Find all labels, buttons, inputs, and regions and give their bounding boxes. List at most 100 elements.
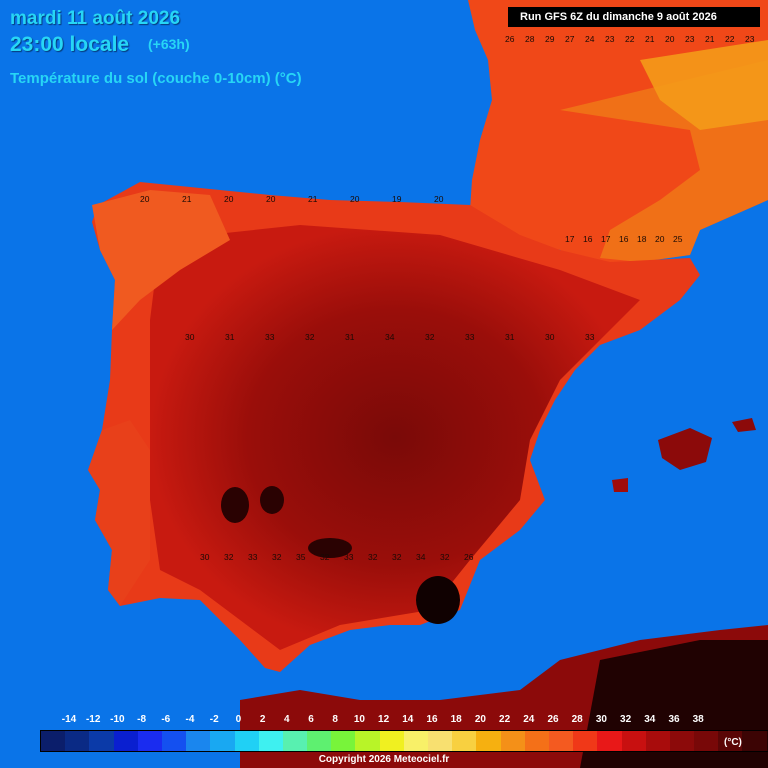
legend-tick-label: 0: [235, 714, 242, 725]
legend-tick-label: 20: [474, 714, 486, 725]
legend-swatch: [403, 731, 428, 751]
portugal-coast: [88, 420, 150, 606]
legend-swatch: [669, 731, 695, 751]
legend-swatch: [65, 731, 90, 751]
legend-swatch: [186, 731, 211, 751]
legend-swatch: [500, 731, 525, 751]
legend-tick-label: 28: [571, 714, 583, 725]
legend-tick-label: 18: [450, 714, 462, 725]
grid-value: 16: [619, 234, 629, 244]
grid-value: 16: [583, 234, 593, 244]
grid-value: 34: [385, 332, 395, 342]
forecast-offset: (+63h): [148, 36, 190, 52]
grid-value: 34: [416, 552, 426, 562]
grid-value: 18: [637, 234, 647, 244]
grid-value: 20: [140, 194, 150, 204]
grid-value: 23: [605, 34, 615, 44]
run-info: Run GFS 6Z du dimanche 9 août 2026: [508, 7, 760, 27]
legend-swatch: [597, 731, 622, 751]
legend-swatch: [379, 731, 404, 751]
menorca: [732, 418, 756, 432]
legend-tick-label: -10: [110, 714, 125, 725]
grid-value: 24: [585, 34, 595, 44]
ibiza: [612, 478, 628, 492]
legend-tick-label: -2: [209, 714, 219, 725]
legend-swatch: [573, 731, 598, 751]
grid-value: 26: [505, 34, 515, 44]
legend-tick-label: 16: [426, 714, 438, 725]
legend-tick-label: -12: [85, 714, 101, 725]
grid-value: 32: [224, 552, 234, 562]
legend-swatch: [234, 731, 259, 751]
legend-tick-label: 2: [259, 714, 266, 725]
hot-spot: [260, 486, 284, 514]
legend-swatch: [476, 731, 501, 751]
copyright: Copyright 2026 Meteociel.fr: [318, 754, 450, 765]
grid-value: 22: [725, 34, 735, 44]
grid-value: 31: [345, 332, 355, 342]
legend-swatch: [355, 731, 380, 751]
legend-swatch: [428, 731, 453, 751]
grid-value: 22: [625, 34, 635, 44]
legend-swatch: [621, 731, 646, 751]
france-orange-zone: [640, 40, 768, 130]
legend-tick-label: 22: [499, 714, 511, 725]
legend-swatch: [137, 731, 162, 751]
legend-swatch: [41, 731, 66, 751]
grid-value: 32: [320, 552, 330, 562]
legend-swatch: [210, 731, 235, 751]
legend-swatch: [548, 731, 574, 751]
hot-spot: [416, 576, 460, 624]
grid-value: 30: [545, 332, 555, 342]
legend-swatch: [258, 731, 283, 751]
grid-value: 21: [308, 194, 318, 204]
hot-spot: [308, 538, 352, 558]
grid-value: 32: [305, 332, 315, 342]
grid-value: 28: [525, 34, 535, 44]
grid-value: 33: [265, 332, 275, 342]
legend-tick-label: 32: [620, 714, 632, 725]
grid-value: 21: [705, 34, 715, 44]
grid-value: 20: [350, 194, 360, 204]
legend-tick-label: 30: [595, 714, 607, 725]
legend-swatch: [331, 731, 356, 751]
grid-value: 26: [464, 552, 474, 562]
grid-value: 33: [465, 332, 475, 342]
legend-tick-label: 26: [547, 714, 559, 725]
legend-tick-label: 6: [308, 714, 314, 725]
legend-swatch: [161, 731, 187, 751]
legend-swatch: [89, 731, 114, 751]
grid-value: 33: [585, 332, 595, 342]
legend-tick-label: 38: [692, 714, 704, 725]
grid-value: 20: [655, 234, 665, 244]
grid-value: 32: [368, 552, 378, 562]
grid-value: 32: [425, 332, 435, 342]
legend-swatch: [113, 731, 138, 751]
grid-value: 20: [224, 194, 234, 204]
legend-swatch: [645, 731, 670, 751]
grid-value: 31: [505, 332, 515, 342]
grid-value: 32: [272, 552, 282, 562]
grid-value: 23: [685, 34, 695, 44]
grid-value: 35: [296, 552, 306, 562]
grid-value: 23: [745, 34, 755, 44]
grid-value: 19: [392, 194, 402, 204]
legend-tick-label: -14: [61, 714, 77, 725]
grid-value: 31: [225, 332, 235, 342]
grid-value: 32: [392, 552, 402, 562]
grid-value: 29: [545, 34, 555, 44]
legend-swatch: [307, 731, 332, 751]
grid-value: 20: [434, 194, 444, 204]
legend-tick-label: -6: [161, 714, 171, 725]
legend-swatch: [742, 731, 767, 751]
grid-value: 17: [565, 234, 575, 244]
grid-value: 30: [185, 332, 195, 342]
grid-value: 21: [182, 194, 192, 204]
legend-swatch: [718, 731, 743, 751]
legend-swatch: [694, 731, 719, 751]
legend-swatch: [766, 731, 768, 751]
grid-value: 17: [601, 234, 611, 244]
legend-swatch: [452, 731, 477, 751]
